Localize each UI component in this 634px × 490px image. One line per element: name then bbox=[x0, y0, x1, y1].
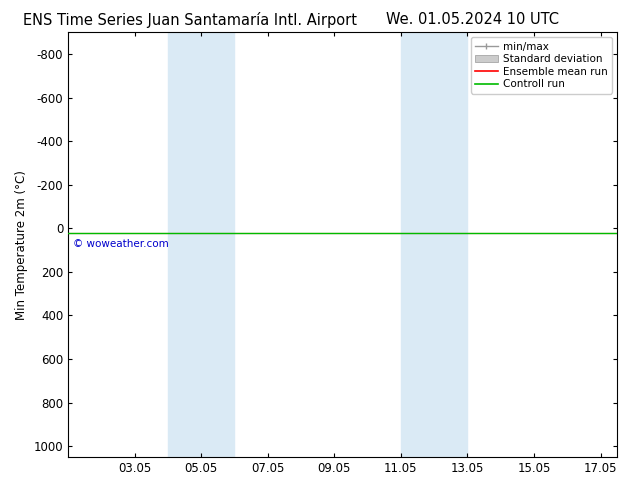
Legend: min/max, Standard deviation, Ensemble mean run, Controll run: min/max, Standard deviation, Ensemble me… bbox=[470, 37, 612, 94]
Y-axis label: Min Temperature 2m (°C): Min Temperature 2m (°C) bbox=[15, 170, 28, 319]
Bar bbox=[168, 32, 235, 457]
Text: © woweather.com: © woweather.com bbox=[73, 239, 169, 249]
Text: ENS Time Series Juan Santamaría Intl. Airport: ENS Time Series Juan Santamaría Intl. Ai… bbox=[23, 12, 357, 28]
Text: We. 01.05.2024 10 UTC: We. 01.05.2024 10 UTC bbox=[386, 12, 559, 27]
Bar bbox=[401, 32, 467, 457]
